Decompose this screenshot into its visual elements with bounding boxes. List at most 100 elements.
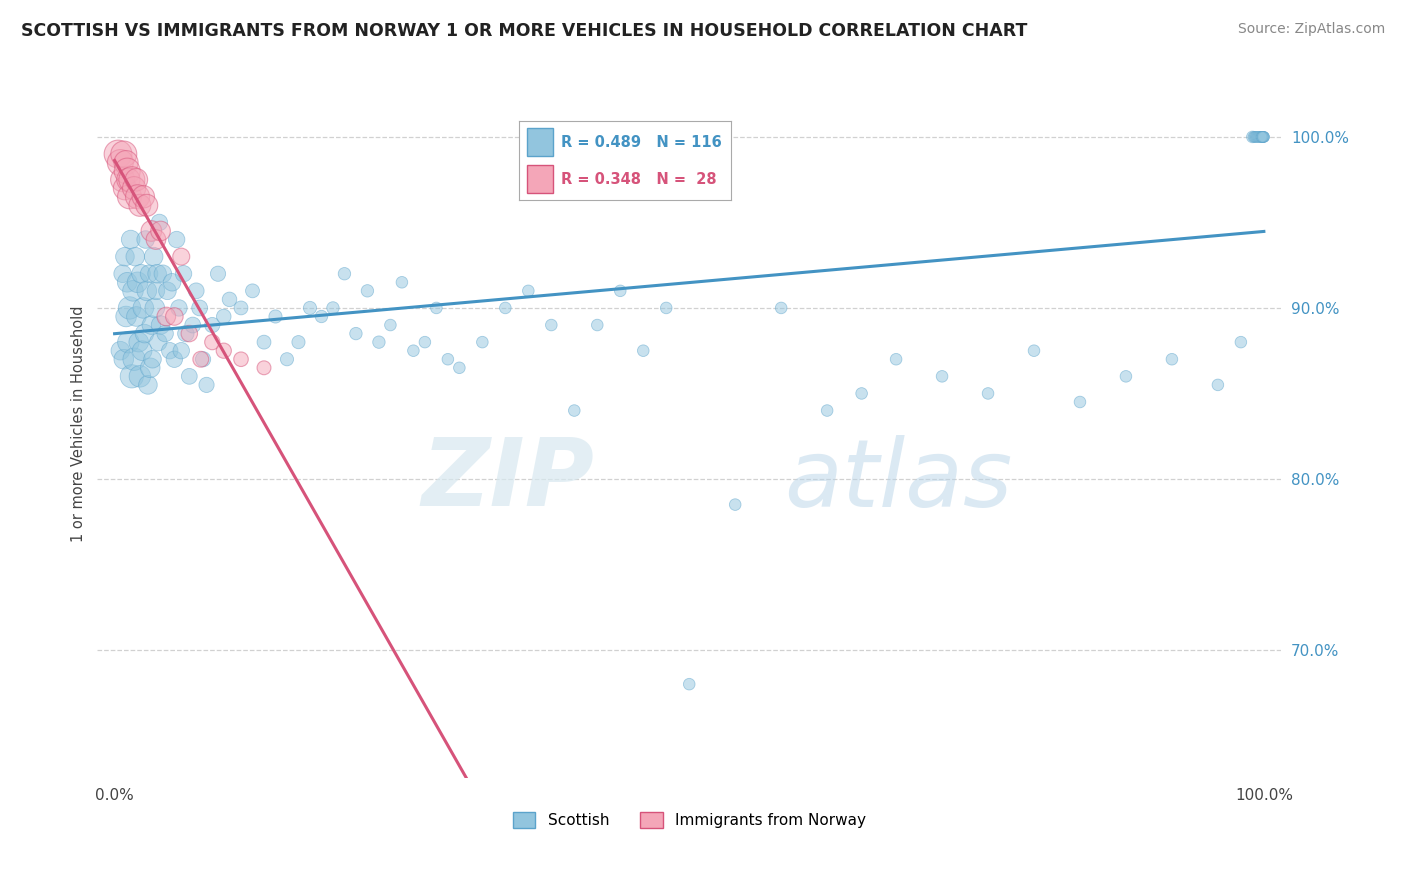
Point (107, 147, 129, 161)
Point (121, 172, 143, 186)
Point (128, 198, 150, 212)
Point (179, 369, 201, 384)
Point (153, 326, 176, 341)
Point (114, 181, 136, 195)
Point (1253, 130, 1275, 145)
Point (146, 267, 169, 281)
Point (173, 267, 195, 281)
Point (122, 181, 145, 195)
Point (117, 172, 139, 186)
Bar (527, 128, 553, 156)
Point (135, 284, 157, 298)
Point (218, 293, 240, 307)
Point (449, 360, 471, 375)
Point (128, 335, 150, 350)
Point (179, 326, 201, 341)
Point (1243, 130, 1265, 145)
Point (1249, 130, 1271, 145)
Point (112, 352, 135, 367)
Point (148, 215, 170, 229)
Point (977, 386, 1000, 401)
Point (188, 301, 211, 315)
Point (135, 233, 157, 247)
Point (884, 352, 907, 367)
Point (118, 301, 141, 315)
Point (145, 284, 167, 298)
Point (1251, 130, 1274, 145)
Point (311, 310, 333, 324)
Point (380, 318, 402, 332)
Point (149, 318, 172, 332)
Point (170, 250, 193, 264)
Point (425, 301, 447, 315)
Point (159, 343, 181, 358)
Point (174, 326, 197, 341)
Point (195, 377, 218, 392)
Point (322, 301, 344, 315)
Point (212, 310, 235, 324)
Text: SCOTTISH VS IMMIGRANTS FROM NORWAY 1 OR MORE VEHICLES IN HOUSEHOLD CORRELATION C: SCOTTISH VS IMMIGRANTS FROM NORWAY 1 OR … (21, 22, 1028, 40)
Point (287, 335, 309, 350)
Point (163, 310, 186, 324)
Point (142, 250, 165, 264)
Point (1115, 369, 1137, 384)
Point (517, 284, 540, 298)
Point (115, 275, 138, 289)
Point (149, 224, 172, 238)
Point (112, 147, 135, 161)
Y-axis label: 1 or more Vehicles in Household: 1 or more Vehicles in Household (72, 305, 86, 541)
Text: R = 0.489   N = 116: R = 0.489 N = 116 (561, 135, 723, 150)
Point (135, 198, 157, 212)
Point (111, 267, 134, 281)
Point (124, 250, 146, 264)
Point (110, 155, 132, 169)
Point (115, 155, 138, 169)
Point (141, 318, 163, 332)
Point (201, 318, 224, 332)
Point (609, 284, 631, 298)
Point (471, 335, 494, 350)
Point (155, 310, 177, 324)
Point (1206, 377, 1229, 392)
Point (181, 318, 204, 332)
Point (122, 352, 145, 367)
Point (368, 335, 391, 350)
Point (190, 352, 212, 367)
Point (931, 369, 953, 384)
Point (229, 352, 252, 367)
Point (253, 360, 276, 375)
Point (562, 403, 585, 417)
Point (1251, 130, 1274, 145)
Point (156, 284, 179, 298)
Point (139, 360, 162, 375)
Point (344, 326, 367, 341)
Point (391, 275, 413, 289)
Point (122, 284, 145, 298)
Point (276, 352, 298, 367)
Point (1251, 130, 1274, 145)
Point (111, 172, 134, 186)
Point (356, 284, 378, 298)
Point (540, 318, 562, 332)
Point (128, 369, 150, 384)
Point (167, 301, 190, 315)
Point (1069, 395, 1091, 409)
Text: ZIP: ZIP (422, 434, 595, 526)
Point (678, 677, 700, 691)
Point (229, 301, 252, 315)
Point (141, 352, 163, 367)
Point (402, 343, 425, 358)
Text: R = 0.348   N =  28: R = 0.348 N = 28 (561, 172, 717, 186)
Point (170, 343, 193, 358)
Point (1246, 130, 1268, 145)
Point (115, 164, 138, 178)
Point (633, 343, 655, 358)
Point (1230, 335, 1253, 350)
Bar (527, 165, 553, 194)
Point (125, 310, 148, 324)
Point (1250, 130, 1272, 145)
Text: Source: ZipAtlas.com: Source: ZipAtlas.com (1237, 22, 1385, 37)
Point (132, 301, 155, 315)
Point (264, 310, 287, 324)
Point (152, 267, 174, 281)
